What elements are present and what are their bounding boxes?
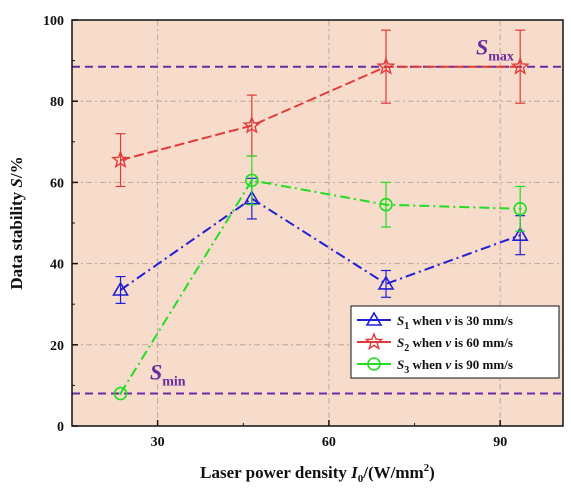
legend-mid: when [409,357,445,372]
legend-sub: 2 [404,343,409,354]
legend-var2: v [445,313,451,328]
reference-label-min: Smin [150,360,186,390]
x-axis-title-sup: 2 [424,462,430,474]
x-axis-title-main: Laser power density [200,463,351,482]
legend-marker [365,311,383,326]
y-axis-title: Data stability S/% [7,156,26,289]
legend-label: S2 when v is 60 mm/s [397,335,513,354]
data-point [111,150,130,169]
y-tick-label: 0 [57,420,64,435]
reference-label-var: S [476,35,488,60]
data-point-dot [384,203,388,207]
legend-tail: is 60 mm/s [451,335,513,350]
legend-label: S1 when v is 30 mm/s [397,313,513,332]
y-axis-title-var: S [7,178,26,187]
data-point [376,56,396,75]
data-point [113,386,128,401]
y-axis-title-unit: /% [7,156,26,179]
axis-ticks: 30 60 90 0 20 40 60 80 100 [43,14,507,450]
y-axis-title-main: Data stability [7,188,26,290]
data-point [377,275,395,290]
reference-label-sub: max [488,50,514,65]
legend-var2: v [445,335,451,350]
data-point [245,173,259,188]
legend-var: S [397,335,404,350]
x-axis-title-unit: /(W/mm [362,463,423,482]
x-axis-title-sub: 0 [358,473,364,485]
data-point [242,115,262,134]
data-point-dot [518,207,522,211]
x-axis-title-close: ) [429,463,435,482]
series-3 [113,155,527,401]
x-tick-label: 30 [151,435,165,450]
series-group [111,29,530,401]
y-tick-label: 80 [50,95,64,110]
legend-sub: 1 [404,321,409,332]
legend-sub: 3 [404,365,409,376]
x-tick-label: 60 [322,435,336,450]
legend-tail: is 90 mm/s [451,357,513,372]
reference-label-sub: min [162,375,186,390]
reference-label-max: Smax [476,35,514,65]
data-point [112,281,129,296]
data-point-dot [250,179,254,182]
legend-var: S [397,313,404,328]
legend-tail: is 30 mm/s [451,313,513,328]
legend-var: S [397,357,404,372]
legend-marker [364,332,384,351]
series-2 [111,29,530,188]
data-point [379,197,393,212]
series-3-line [119,179,521,395]
reference-label-var: S [150,360,162,385]
legend-var2: v [445,357,451,372]
legend-marker [367,357,381,371]
y-tick-label: 100 [43,14,64,29]
data-point-dot [119,392,122,395]
data-point [513,201,527,216]
x-tick-label: 90 [493,435,507,450]
data-point [510,56,530,75]
y-tick-label: 20 [50,339,64,354]
legend-mid: when [409,313,445,328]
legend-marker-dot [372,362,376,366]
y-tick-label: 40 [50,258,64,273]
y-tick-label: 60 [50,176,64,191]
legend-mid: when [409,335,445,350]
legend: S1 when v is 30 mm/sS2 when v is 60 mm/s… [350,305,560,379]
data-point [511,226,529,241]
x-axis-title: Laser power density I0/(W/mm2) [200,462,435,485]
x-axis-title-var: I [350,463,359,482]
legend-label: S3 when v is 90 mm/s [397,357,513,376]
